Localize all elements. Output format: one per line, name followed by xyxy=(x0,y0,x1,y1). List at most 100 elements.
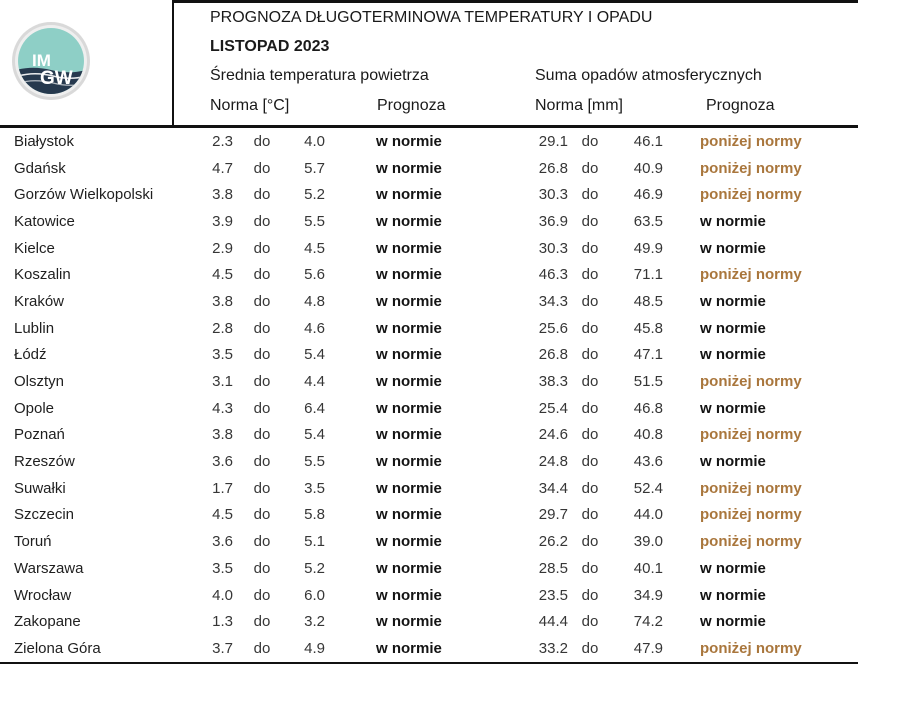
range-separator: do xyxy=(581,132,599,150)
table-row: Rzeszów 3.6 do 5.5 w normie 24.8 do 43.6… xyxy=(0,448,858,475)
temp-forecast: w normie xyxy=(376,559,442,577)
temp-forecast: w normie xyxy=(376,613,442,631)
temp-norm-max: 5.4 xyxy=(304,346,325,364)
temp-norm-max: 5.8 xyxy=(304,506,325,524)
precip-forecast: poniżej normy xyxy=(700,479,802,497)
range-separator: do xyxy=(253,453,271,471)
city-name: Katowice xyxy=(14,212,75,230)
range-separator: do xyxy=(581,239,599,257)
temp-forecast: w normie xyxy=(376,586,442,604)
temp-norm-min: 3.5 xyxy=(212,346,233,364)
temp-forecast: w normie xyxy=(376,533,442,551)
temp-forecast: w normie xyxy=(376,239,442,257)
temp-norm-min: 2.3 xyxy=(212,132,233,150)
precip-forecast: poniżej normy xyxy=(700,186,802,204)
temp-norm-max: 3.5 xyxy=(304,479,325,497)
table-row: Poznań 3.8 do 5.4 w normie 24.6 do 40.8 … xyxy=(0,422,858,449)
range-separator: do xyxy=(581,346,599,364)
precip-norm-max: 51.5 xyxy=(633,373,663,391)
precip-forecast-column-header: Prognoza xyxy=(706,97,775,114)
range-separator: do xyxy=(253,373,271,391)
precip-forecast: w normie xyxy=(700,586,766,604)
table-row: Warszawa 3.5 do 5.2 w normie 28.5 do 40.… xyxy=(0,555,858,582)
temp-norm-max: 5.5 xyxy=(304,212,325,230)
range-separator: do xyxy=(253,292,271,310)
precip-norm-min: 26.8 xyxy=(538,346,568,364)
range-separator: do xyxy=(581,639,599,657)
city-name: Łódź xyxy=(14,346,47,364)
temp-forecast: w normie xyxy=(376,399,442,417)
range-separator: do xyxy=(581,426,599,444)
table-row: Kraków 3.8 do 4.8 w normie 34.3 do 48.5 … xyxy=(0,288,858,315)
temp-norm-min: 4.5 xyxy=(212,266,233,284)
precip-norm-min: 25.6 xyxy=(538,319,568,337)
precip-norm-max: 47.9 xyxy=(633,639,663,657)
range-separator: do xyxy=(253,533,271,551)
temp-norm-max: 6.4 xyxy=(304,399,325,417)
city-name: Poznań xyxy=(14,426,65,444)
range-separator: do xyxy=(581,533,599,551)
precip-forecast: w normie xyxy=(700,613,766,631)
temp-norm-min: 1.3 xyxy=(212,613,233,631)
range-separator: do xyxy=(581,266,599,284)
table-body: Białystok 2.3 do 4.0 w normie 29.1 do 46… xyxy=(0,128,858,662)
table-row: Białystok 2.3 do 4.0 w normie 29.1 do 46… xyxy=(0,128,858,155)
temp-norm-max: 5.4 xyxy=(304,426,325,444)
range-separator: do xyxy=(253,132,271,150)
temp-norm-min: 3.6 xyxy=(212,533,233,551)
temp-norm-min: 3.7 xyxy=(212,639,233,657)
precip-forecast: poniżej normy xyxy=(700,426,802,444)
precip-forecast: poniżej normy xyxy=(700,533,802,551)
precip-norm-min: 33.2 xyxy=(538,639,568,657)
temp-norm-min: 3.5 xyxy=(212,559,233,577)
precip-forecast: poniżej normy xyxy=(700,159,802,177)
temp-forecast: w normie xyxy=(376,346,442,364)
temp-forecast: w normie xyxy=(376,132,442,150)
temp-norm-min: 3.6 xyxy=(212,453,233,471)
table-row: Toruń 3.6 do 5.1 w normie 26.2 do 39.0 p… xyxy=(0,528,858,555)
table-row: Koszalin 4.5 do 5.6 w normie 46.3 do 71.… xyxy=(0,261,858,288)
range-separator: do xyxy=(253,186,271,204)
city-name: Szczecin xyxy=(14,506,75,524)
temperature-section-header: Średnia temperatura powietrza xyxy=(210,67,429,84)
temp-forecast: w normie xyxy=(376,186,442,204)
range-separator: do xyxy=(253,559,271,577)
range-separator: do xyxy=(581,613,599,631)
temp-forecast: w normie xyxy=(376,479,442,497)
temp-norm-max: 4.4 xyxy=(304,373,325,391)
temp-norm-max: 5.2 xyxy=(304,559,325,577)
range-separator: do xyxy=(581,453,599,471)
city-name: Zielona Góra xyxy=(14,639,101,657)
precip-forecast: poniżej normy xyxy=(700,373,802,391)
range-separator: do xyxy=(253,319,271,337)
precip-norm-min: 25.4 xyxy=(538,399,568,417)
temp-norm-max: 5.6 xyxy=(304,266,325,284)
temp-forecast: w normie xyxy=(376,319,442,337)
precip-forecast: w normie xyxy=(700,292,766,310)
table-bottom-rule xyxy=(0,662,858,664)
range-separator: do xyxy=(581,159,599,177)
range-separator: do xyxy=(581,479,599,497)
temp-forecast: w normie xyxy=(376,453,442,471)
precip-norm-max: 48.5 xyxy=(633,292,663,310)
range-separator: do xyxy=(253,506,271,524)
temp-norm-max: 4.6 xyxy=(304,319,325,337)
city-name: Suwałki xyxy=(14,479,66,497)
temp-forecast: w normie xyxy=(376,292,442,310)
temp-norm-max: 5.1 xyxy=(304,533,325,551)
precip-norm-min: 30.3 xyxy=(538,186,568,204)
precip-norm-max: 63.5 xyxy=(633,212,663,230)
table-row: Szczecin 4.5 do 5.8 w normie 29.7 do 44.… xyxy=(0,502,858,529)
temp-norm-min: 2.9 xyxy=(212,239,233,257)
precip-norm-max: 40.9 xyxy=(633,159,663,177)
table-row: Opole 4.3 do 6.4 w normie 25.4 do 46.8 w… xyxy=(0,395,858,422)
temp-norm-max: 5.2 xyxy=(304,186,325,204)
table-row: Łódź 3.5 do 5.4 w normie 26.8 do 47.1 w … xyxy=(0,342,858,369)
table-row: Katowice 3.9 do 5.5 w normie 36.9 do 63.… xyxy=(0,208,858,235)
precip-norm-min: 23.5 xyxy=(538,586,568,604)
precip-norm-min: 44.4 xyxy=(538,613,568,631)
range-separator: do xyxy=(581,292,599,310)
temp-norm-min: 4.0 xyxy=(212,586,233,604)
precip-norm-max: 49.9 xyxy=(633,239,663,257)
